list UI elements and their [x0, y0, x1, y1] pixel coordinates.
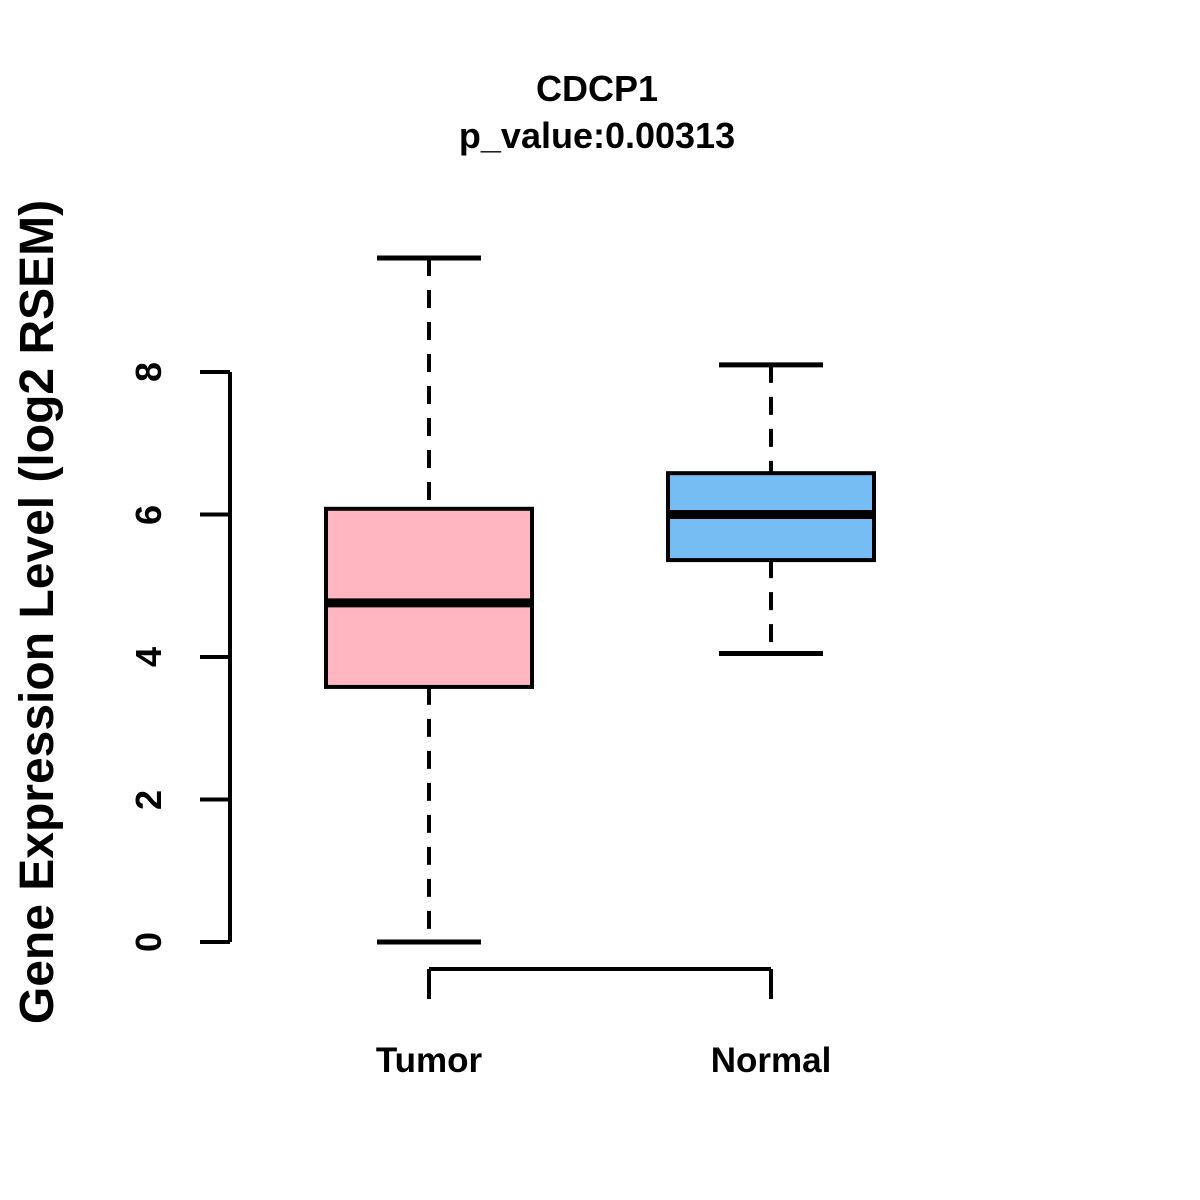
- y-tick-label-6: 6: [128, 504, 169, 525]
- chart-subtitle: p_value:0.00313: [458, 115, 736, 156]
- y-tick-label-4: 4: [128, 646, 169, 668]
- y-axis-title: Gene Expression Level (log2 RSEM): [11, 199, 64, 1025]
- chart-title: CDCP1: [535, 68, 659, 109]
- x-category-label-normal: Normal: [710, 1041, 832, 1080]
- tumor-box: [324, 506, 534, 689]
- y-tick-label-2: 2: [128, 789, 169, 810]
- y-tick-label-0: 0: [128, 931, 169, 953]
- y-tick-label-8: 8: [128, 361, 169, 383]
- x-category-label-tumor: Tumor: [375, 1041, 483, 1080]
